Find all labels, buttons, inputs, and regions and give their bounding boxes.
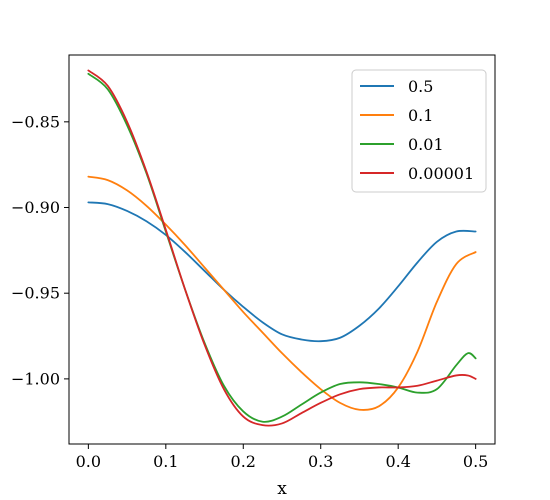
x-tick-label: 0.2 <box>231 452 256 471</box>
x-tick-label: 0.4 <box>385 452 410 471</box>
legend-box <box>351 69 487 193</box>
y-tick-label: −0.95 <box>11 284 60 303</box>
legend-label-2: 0.01 <box>408 135 444 154</box>
y-tick-label: −0.90 <box>11 198 60 217</box>
series-line-0 <box>87 201 477 343</box>
x-axis-label: x <box>277 479 287 499</box>
legend-label-1: 0.1 <box>408 106 433 125</box>
axes-frame <box>68 54 496 445</box>
series-line-3 <box>87 69 477 427</box>
legend-label-3: 0.00001 <box>408 164 474 183</box>
series-layer <box>87 69 477 427</box>
series-line-1 <box>87 175 477 411</box>
legend-label-0: 0.5 <box>408 77 433 96</box>
legend: 0.5 0.1 0.01 0.00001 <box>351 69 487 193</box>
x-tick-label: 0.1 <box>153 452 178 471</box>
y-tick-label: −0.85 <box>11 112 60 131</box>
y-tick-label: −1.00 <box>11 369 60 388</box>
axes-layer: 0.0 0.1 0.2 0.3 0.4 0.5 −0.85 −0.90 −0.95 −1.00 <box>11 54 496 471</box>
x-tick-label: 0.5 <box>463 452 488 471</box>
x-tick-label: 0.0 <box>76 452 101 471</box>
x-tick-label: 0.3 <box>308 452 333 471</box>
